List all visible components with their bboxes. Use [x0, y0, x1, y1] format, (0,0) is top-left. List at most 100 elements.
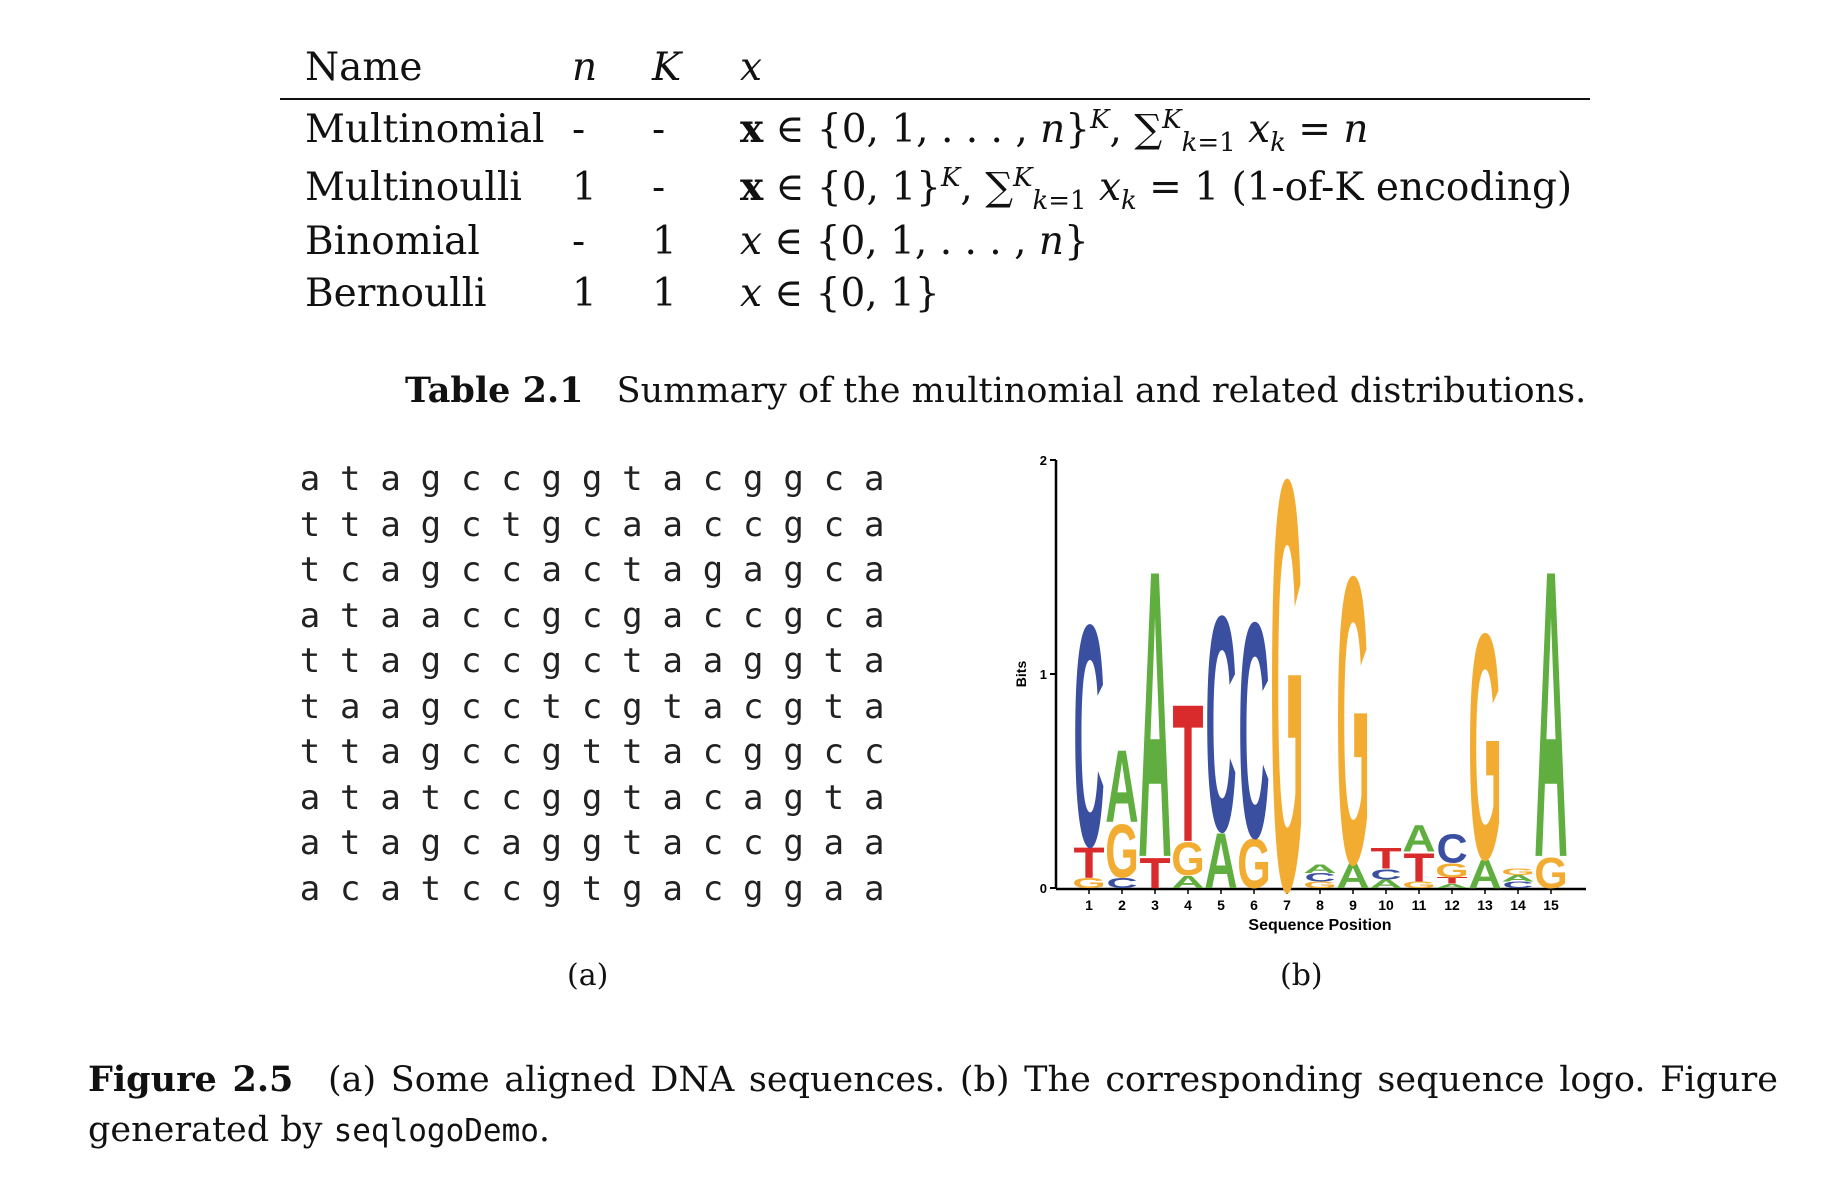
x-tick-label: 13 — [1477, 897, 1493, 913]
logo-letter: G — [1336, 491, 1369, 935]
nucleotide: g — [420, 823, 442, 863]
logo-letter: A — [1534, 485, 1567, 935]
row-x-formula: x ∈ {0, 1}K, ∑Kk=1 xk = 1 (1-of-K encodi… — [740, 163, 1573, 216]
x-axis-label: Sequence Position — [1248, 917, 1391, 934]
logo-letter: C — [1304, 871, 1335, 884]
nucleotide: c — [581, 641, 603, 681]
logo-letter: A — [1435, 883, 1468, 890]
logo-letter: G — [1534, 850, 1567, 898]
nucleotide: c — [501, 868, 522, 909]
nucleotide: c — [460, 550, 482, 590]
figure-caption-text: (a) Some aligned DNA sequences. (b) The … — [88, 1060, 1778, 1150]
nucleotide: a — [662, 823, 683, 863]
logo-letter: C — [1370, 866, 1401, 882]
x-tick-label: 8 — [1316, 897, 1324, 913]
nucleotide: c — [460, 868, 482, 909]
nucleotide: a — [863, 868, 885, 909]
header-rule — [280, 98, 1590, 100]
nucleotide: a — [380, 595, 401, 636]
nucleotide: a — [662, 868, 683, 909]
nucleotide: t — [581, 868, 603, 909]
logo-letter: A — [1204, 816, 1237, 905]
nucleotide: g — [420, 550, 442, 590]
logo-letter: A — [1105, 729, 1138, 844]
logo-letter: C — [1238, 558, 1269, 903]
table-caption: Table 2.1 Summary of the multinomial and… — [405, 370, 1586, 411]
nucleotide: c — [460, 823, 482, 863]
logo-letter: C — [1073, 558, 1104, 913]
logo-letter: A — [1468, 851, 1501, 897]
row-K: 1 — [652, 219, 677, 264]
nucleotide: c — [501, 686, 522, 727]
nucleotide: t — [340, 459, 361, 499]
nucleotide: g — [541, 504, 563, 545]
nucleotide: c — [863, 732, 885, 772]
nucleotide: a — [380, 868, 401, 909]
nucleotide: c — [460, 504, 482, 545]
row-n: 1 — [572, 271, 597, 316]
y-tick-label: 1 — [1040, 667, 1047, 682]
nucleotide: g — [783, 823, 804, 863]
logo-letter: T — [1073, 838, 1104, 887]
nucleotide: c — [823, 504, 845, 545]
row-name: Multinoulli — [305, 165, 522, 210]
nucleotide: a — [702, 686, 724, 727]
nucleotide: g — [541, 459, 563, 499]
row-x-formula: x ∈ {0, 1} — [740, 271, 940, 316]
nucleotide: a — [743, 777, 764, 818]
nucleotide: a — [863, 686, 885, 727]
logo-letter: A — [1303, 863, 1336, 876]
nucleotide: a — [863, 823, 885, 863]
logo-letter: G — [1435, 859, 1468, 882]
nucleotide: c — [702, 777, 724, 818]
nucleotide: c — [823, 550, 845, 590]
logo-letter: T — [1370, 842, 1401, 875]
nucleotide: a — [662, 459, 683, 499]
nucleotide: t — [823, 777, 845, 818]
nucleotide: g — [541, 777, 563, 818]
nucleotide: g — [783, 868, 804, 909]
logo-letter: G — [1171, 832, 1204, 885]
nucleotide: a — [662, 504, 683, 545]
nucleotide: g — [783, 686, 804, 727]
header-n: n — [572, 45, 598, 90]
subcaption-a: (a) — [567, 958, 609, 993]
nucleotide: c — [340, 868, 361, 909]
nucleotide: a — [299, 459, 321, 499]
nucleotide: a — [662, 732, 683, 772]
logo-letter: G — [1072, 875, 1105, 891]
logo-letter: G — [1303, 880, 1336, 890]
nucleotide: t — [299, 550, 321, 590]
nucleotide: g — [783, 595, 804, 636]
nucleotide: a — [380, 504, 401, 545]
nucleotide: g — [622, 686, 643, 727]
nucleotide: c — [743, 504, 764, 545]
nucleotide: c — [581, 504, 603, 545]
row-K: - — [652, 107, 666, 152]
nucleotide: g — [581, 459, 603, 499]
nucleotide: g — [743, 868, 764, 909]
nucleotide: a — [380, 641, 401, 681]
nucleotide: g — [743, 732, 764, 772]
nucleotide: t — [823, 641, 845, 681]
nucleotide: g — [581, 823, 603, 863]
x-tick-label: 1 — [1085, 897, 1093, 913]
nucleotide: c — [702, 868, 724, 909]
nucleotide: g — [541, 595, 563, 636]
row-K: - — [652, 165, 666, 210]
y-tick-label: 0 — [1040, 881, 1047, 896]
nucleotide: c — [501, 550, 522, 590]
nucleotide: t — [622, 459, 643, 499]
logo-letter: A — [1138, 485, 1171, 935]
header-K: K — [652, 45, 682, 90]
nucleotide: a — [823, 823, 845, 863]
nucleotide: g — [783, 641, 804, 681]
nucleotide: a — [863, 550, 885, 590]
nucleotide: g — [702, 550, 724, 590]
logo-letter: G — [1270, 455, 1303, 935]
nucleotide: g — [581, 777, 603, 818]
nucleotide: a — [299, 595, 321, 636]
nucleotide: t — [299, 504, 321, 545]
